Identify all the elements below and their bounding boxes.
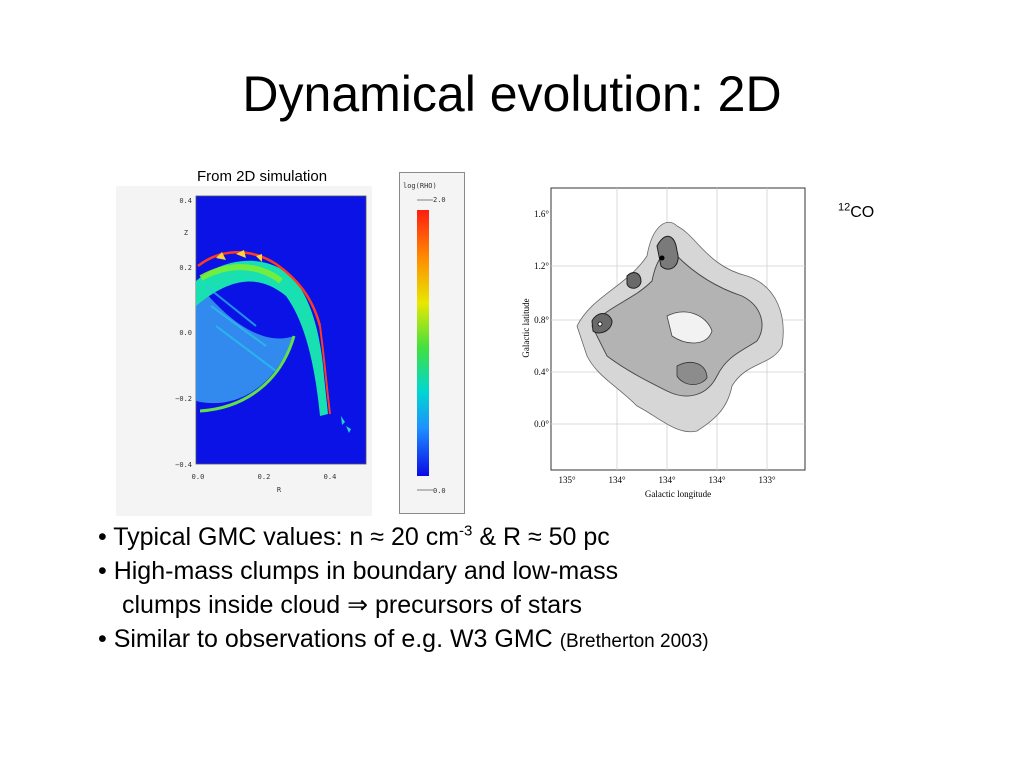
sim-y-tick-label: −0.2	[175, 395, 192, 403]
sim-y-tick-label: 0.4	[179, 197, 192, 205]
map-y-ticks: 1.6° 1.2° 0.8° 0.4° 0.0°	[534, 209, 549, 429]
map-x-tick-label: 135°	[558, 475, 576, 485]
map-x-tick-label: 134°	[608, 475, 626, 485]
bullet-3-text: • Similar to observations of e.g. W3 GMC	[98, 625, 560, 653]
bullet-high-mass-clumps: • High-mass clumps in boundary and low-m…	[98, 557, 619, 585]
co-isotope-label: 12CO	[838, 201, 875, 222]
simulation-caption: From 2D simulation	[197, 168, 328, 185]
sim-y-tick-label: 0.2	[179, 264, 192, 272]
colorbar-frame	[399, 172, 465, 514]
sim-y-tick-label: 0.0	[179, 329, 192, 337]
map-x-ticks: 135° 134° 134° 134° 133°	[558, 475, 776, 485]
map-y-tick-label: 0.8°	[534, 315, 549, 325]
axis-label-r: R	[277, 486, 282, 494]
colorbar-gradient	[417, 210, 429, 476]
simulation-density-plot: Z 0.4 0.2 0.0 −0.2 −0.4 0.0 0.2 0.4 R	[116, 186, 372, 516]
bullet-2-continuation-text: clumps inside cloud	[122, 591, 348, 619]
map-x-axis-label: Galactic longitude	[645, 489, 711, 499]
co-observation-map: 1.6° 1.2° 0.8° 0.4° 0.0° 135° 134° 134° 134° 133…	[521, 187, 806, 499]
implies-arrow-icon: ⇒	[347, 591, 369, 619]
map-y-tick-label: 1.2°	[534, 261, 549, 271]
map-x-tick-label: 133°	[758, 475, 776, 485]
sim-x-tick-label: 0.2	[258, 473, 271, 481]
slide-title: Dynamical evolution: 2D	[242, 66, 782, 122]
axis-label-z: Z	[184, 229, 188, 237]
co-molecule: CO	[850, 204, 875, 221]
bullet-1-text: • Typical GMC values: n ≈ 20 cm	[98, 523, 460, 551]
map-x-tick-label: 134°	[708, 475, 726, 485]
bullet-1-tail: & R ≈ 50 pc	[472, 523, 610, 551]
bullet-3-reference: (Bretherton 2003)	[559, 631, 709, 652]
map-y-tick-label: 0.4°	[534, 367, 549, 377]
colorbar-max-label: 2.0	[433, 196, 446, 204]
bullet-list: • Typical GMC values: n ≈ 20 cm-3 & R ≈ …	[98, 520, 709, 659]
bullet-gmc-values: • Typical GMC values: n ≈ 20 cm-3 & R ≈ …	[98, 520, 709, 554]
colorbar-min-label: 0.0	[433, 487, 446, 495]
co-emission-contours	[576, 221, 784, 433]
bullet-1-exponent: -3	[459, 522, 473, 540]
sim-x-tick-label: 0.4	[324, 473, 337, 481]
simulation-x-ticks: 0.0 0.2 0.4	[192, 473, 337, 481]
sim-x-tick-label: 0.0	[192, 473, 205, 481]
map-x-tick-label: 134°	[658, 475, 676, 485]
co-isotope-number: 12	[838, 201, 851, 214]
simulation-y-ticks: 0.4 0.2 0.0 −0.2 −0.4	[175, 197, 192, 469]
map-y-tick-label: 0.0°	[534, 419, 549, 429]
bullet-observations: • Similar to observations of e.g. W3 GMC…	[98, 622, 709, 659]
bullet-2-continuation-tail: precursors of stars	[368, 591, 583, 619]
map-y-tick-label: 1.6°	[534, 209, 549, 219]
bullet-high-mass-continuation: clumps inside cloud ⇒ precursors of star…	[98, 588, 709, 622]
colorbar-title: log(RHO)	[403, 182, 437, 190]
simulation-axis-z: Z	[184, 229, 188, 237]
density-colorbar: log(RHO) 2.0 0.0	[399, 172, 465, 514]
simulation-density-shell	[196, 250, 351, 433]
sim-y-tick-label: −0.4	[175, 461, 192, 469]
map-y-axis-label: Galactic latitude	[521, 298, 531, 357]
